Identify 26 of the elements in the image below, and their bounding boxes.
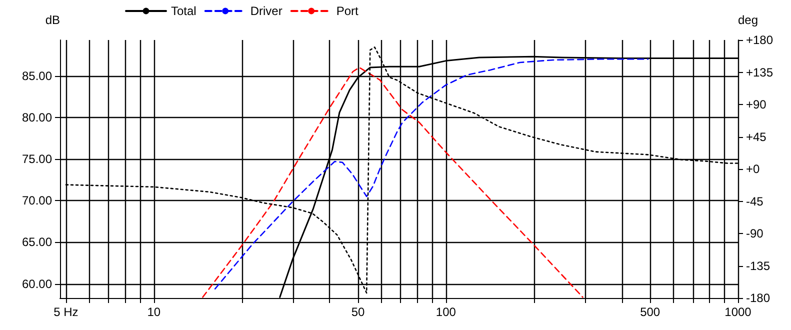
y2-tick-label: -45 bbox=[746, 194, 764, 208]
y-tick-label: 85.00 bbox=[22, 68, 52, 83]
y2-tick-label: +45 bbox=[746, 130, 767, 144]
x-tick-label: 50 bbox=[351, 305, 366, 319]
y-tick-label: 80.00 bbox=[22, 110, 52, 124]
legend-label: Port bbox=[336, 4, 360, 18]
y-tick-label: 65.00 bbox=[22, 235, 52, 250]
y2-tick-label: +0 bbox=[746, 162, 760, 176]
y2-tick-label: -90 bbox=[746, 226, 764, 240]
y2-tick-label: +90 bbox=[746, 98, 767, 112]
y2-tick-label: +180 bbox=[746, 33, 774, 47]
x-tick-label: 1000 bbox=[724, 305, 752, 319]
legend-label: Driver bbox=[250, 4, 282, 18]
x-tick-label: 500 bbox=[640, 305, 660, 319]
y2-axis-title: deg bbox=[738, 13, 758, 27]
y-tick-label: 60.00 bbox=[22, 276, 52, 291]
y2-tick-label: +135 bbox=[746, 65, 774, 80]
y-tick-label: 75.00 bbox=[22, 152, 52, 166]
legend-label: Total bbox=[171, 4, 196, 18]
x-tick-label: 5 Hz bbox=[54, 305, 78, 319]
y-tick-label: 70.00 bbox=[22, 194, 52, 208]
y2-tick-label: -135 bbox=[746, 258, 770, 273]
y2-tick-label: -180 bbox=[746, 291, 770, 305]
x-tick-label: 100 bbox=[436, 305, 456, 319]
y-axis-title: dB bbox=[45, 13, 60, 27]
x-tick-label: 10 bbox=[147, 305, 161, 319]
